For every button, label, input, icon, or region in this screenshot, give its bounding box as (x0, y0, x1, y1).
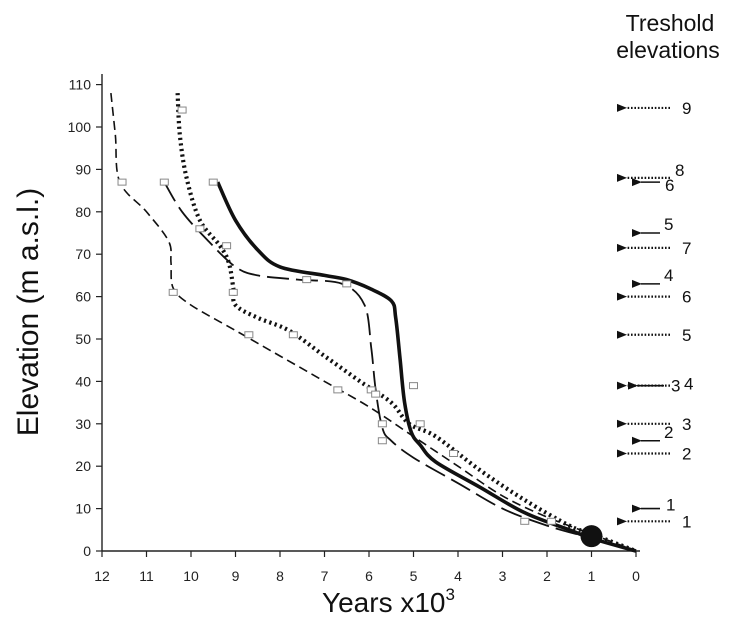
y-tick-label: 70 (75, 246, 91, 262)
series-line-solid-heavy (216, 181, 637, 553)
sample-marker (228, 288, 238, 296)
x-tick-label: 9 (232, 568, 240, 584)
sample-marker (409, 382, 418, 390)
x-tick-label: 2 (543, 568, 551, 584)
x-axis-title-superscript: 3 (446, 585, 455, 604)
threshold-label: 3 (682, 415, 691, 434)
threshold-label: 6 (682, 288, 691, 307)
sample-marker (377, 437, 387, 445)
sample-marker (546, 517, 556, 525)
sample-markers (117, 106, 603, 548)
threshold-label: 8 (675, 161, 684, 180)
x-tick-label: 5 (410, 568, 418, 584)
sample-marker (208, 178, 218, 186)
x-tick-label: 6 (365, 568, 373, 584)
series-line-long-dashed (163, 181, 637, 552)
series-group (110, 92, 637, 553)
threshold-label: 5 (682, 326, 691, 345)
y-tick-label: 40 (75, 373, 91, 389)
threshold-label: 2 (664, 423, 673, 442)
threshold-label: 5 (664, 215, 673, 234)
threshold-label: 7 (682, 239, 691, 258)
threshold-label: 2 (682, 444, 691, 463)
x-axis-title: Years x103 (322, 585, 455, 618)
sample-marker (333, 386, 343, 394)
sample-marker (177, 106, 187, 114)
sample-marker (415, 420, 425, 428)
sample-marker (288, 331, 298, 339)
sample-marker (195, 225, 205, 233)
y-axis-title: Elevation (m a.s.l.) (12, 188, 45, 436)
series-line-thin-dashed (110, 93, 637, 552)
threshold-label: 3 (671, 377, 680, 396)
sample-marker (371, 390, 381, 398)
y-tick-label: 90 (75, 161, 91, 177)
sample-marker (342, 280, 352, 288)
threshold-label: 9 (682, 99, 691, 118)
sample-marker (377, 420, 387, 428)
sample-marker (449, 449, 459, 457)
sample-marker (168, 288, 178, 296)
threshold-label: 4 (684, 375, 693, 394)
present-elevation-marker (580, 525, 603, 548)
y-tick-label: 20 (75, 458, 91, 474)
sample-marker (244, 331, 254, 339)
y-tick-label: 30 (75, 416, 91, 432)
threshold-title-line2: elevations (616, 37, 720, 63)
y-tick-label: 80 (75, 204, 91, 220)
sample-marker (302, 276, 312, 284)
y-tick-label: 50 (75, 331, 91, 347)
x-tick-label: 12 (94, 568, 110, 584)
y-tick-label: 60 (75, 289, 91, 305)
x-tick-label: 3 (499, 568, 507, 584)
sample-marker (222, 242, 232, 250)
sample-marker (159, 178, 169, 186)
x-tick-label: 1 (588, 568, 596, 584)
y-tick-label: 110 (69, 77, 92, 93)
y-tick-label: 0 (83, 543, 91, 559)
x-tick-label: 7 (321, 568, 329, 584)
x-tick-label: 8 (276, 568, 284, 584)
sample-marker (117, 178, 127, 186)
x-axis-title-main: Years x10 (322, 587, 446, 618)
y-tick-label: 100 (68, 119, 92, 135)
series-line-dotted-heavy (175, 92, 637, 553)
x-tick-label: 11 (139, 568, 154, 584)
threshold-label: 1 (682, 512, 691, 531)
threshold-label: 4 (664, 266, 673, 285)
x-tick-label: 10 (183, 568, 199, 584)
threshold-label: 1 (666, 496, 675, 515)
x-tick-label: 0 (632, 568, 640, 584)
sample-marker (520, 517, 530, 525)
threshold-title-line1: Treshold (626, 10, 715, 36)
x-tick-label: 4 (454, 568, 462, 584)
y-tick-label: 10 (75, 501, 91, 517)
threshold-label: 6 (665, 176, 674, 195)
